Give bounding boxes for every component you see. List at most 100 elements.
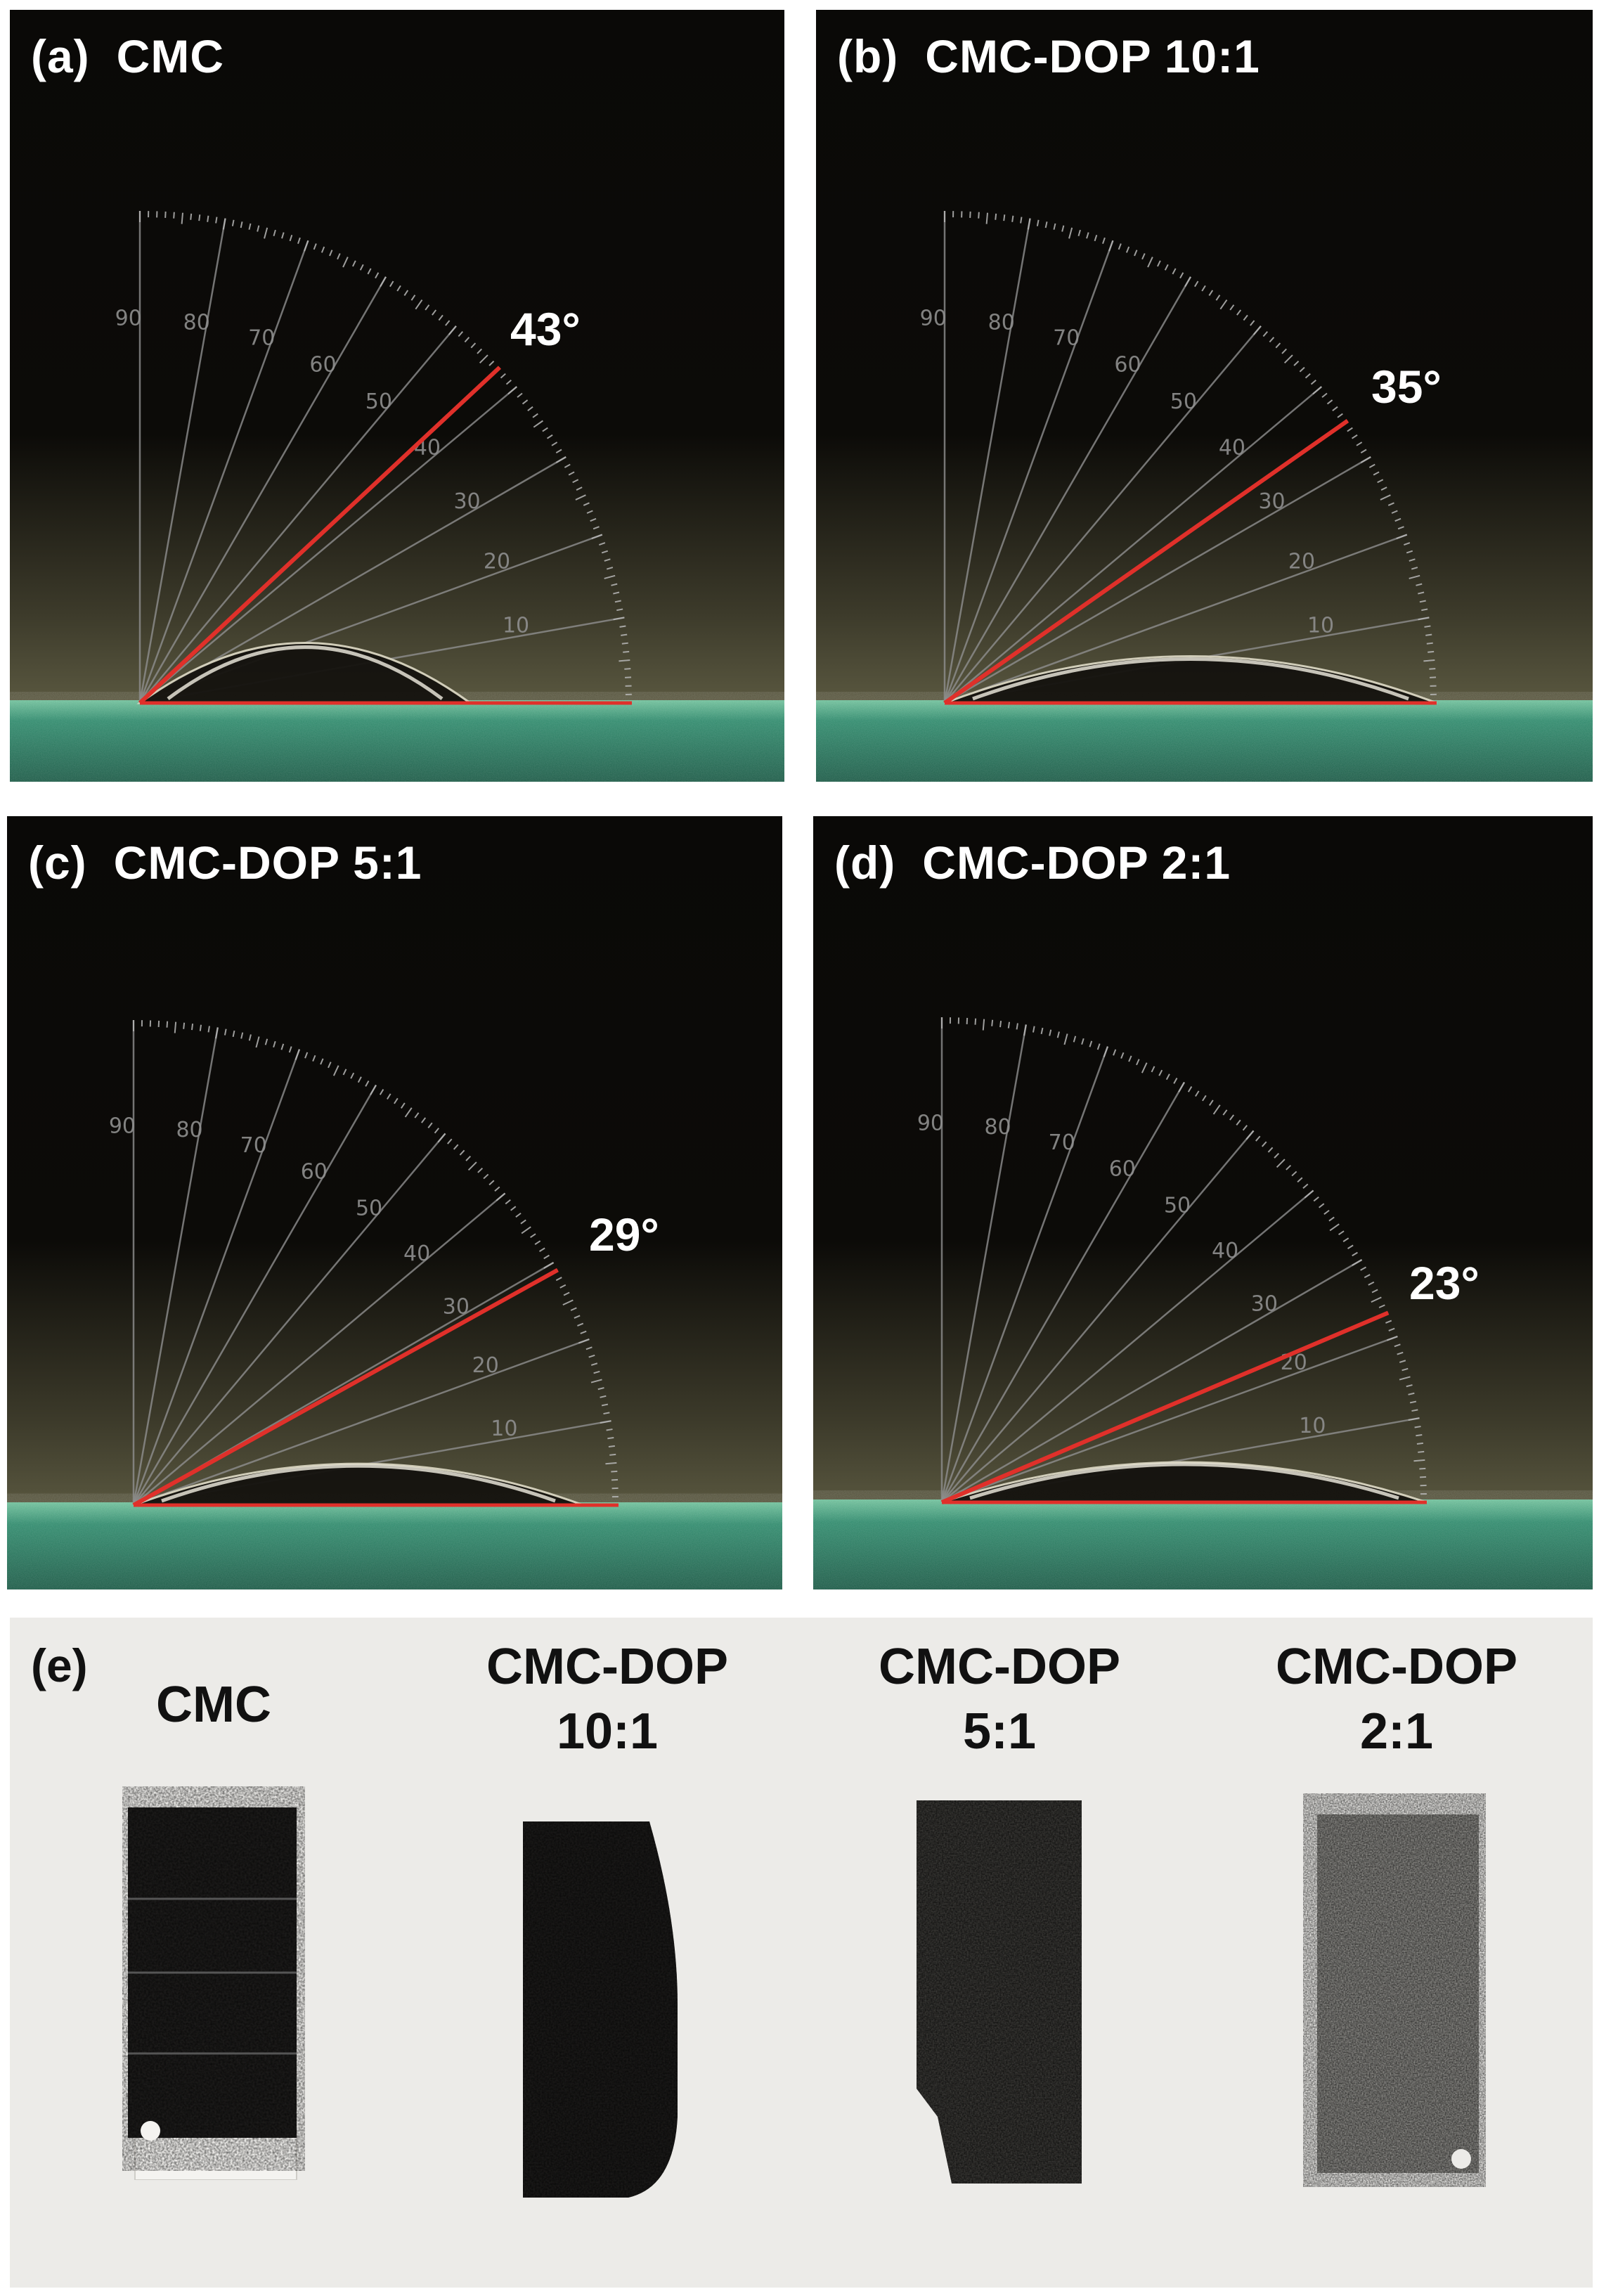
protractor-arc-tick — [1108, 240, 1114, 252]
protractor-arc-tick — [578, 1339, 590, 1344]
protractor-arc-tick — [1242, 1125, 1248, 1131]
protractor-arc-tick — [593, 1370, 600, 1374]
protractor-arc-tick — [1297, 1177, 1303, 1183]
protractor-tick-label: 80 — [176, 1118, 202, 1142]
protractor-arc-tick — [1416, 1442, 1423, 1445]
protractor-arc-tick — [522, 399, 529, 405]
protractor-arc-tick — [555, 449, 562, 453]
droplet-scene-b: 10 20 30 40 50 60 70 80 90 — [816, 10, 1593, 782]
protractor-arc-tick — [1053, 223, 1056, 230]
protractor-arc-tick — [488, 361, 495, 366]
protractor-arc-tick — [224, 1028, 227, 1036]
protractor-arc-tick — [1283, 354, 1293, 364]
protractor-arc-tick — [1187, 1086, 1193, 1092]
protractor-arc-tick — [1356, 441, 1363, 446]
protractor-arc-tick — [389, 280, 394, 288]
protractor-arc-tick — [1373, 471, 1380, 476]
protractor-arc-tick — [1063, 1033, 1068, 1045]
protractor-arc-tick — [410, 295, 416, 301]
protractor-tick-label: 10 — [503, 614, 529, 638]
contact-angle-panel-d: 10 20 30 40 50 60 70 80 90 (d) CMC-DOP 2:1 23° — [813, 816, 1593, 1589]
water-droplet — [136, 642, 474, 704]
protractor-arc-tick — [621, 642, 628, 645]
contact-angle-line — [138, 366, 501, 705]
protractor-arc-tick — [551, 441, 558, 446]
protractor-arc-tick — [465, 1155, 472, 1161]
protractor-arc-tick — [375, 272, 380, 279]
protractor-arc-tick — [1032, 1026, 1035, 1033]
protractor-tick-label: 50 — [356, 1196, 382, 1220]
protractor-tick-label: 70 — [248, 326, 275, 351]
protractor-arc-tick — [232, 1030, 235, 1038]
protractor-arc-tick — [183, 1022, 186, 1029]
protractor-ray-80 — [132, 1027, 219, 1506]
protractor-arc-tick — [1342, 1237, 1349, 1242]
protractor-tick-label: 70 — [240, 1133, 267, 1158]
protractor-arc-tick — [1102, 237, 1106, 244]
protractor-arc-tick — [1310, 380, 1316, 385]
protractor-arc-tick — [1360, 449, 1367, 453]
protractor-arc-tick — [380, 276, 387, 288]
protractor-arc-tick — [1212, 1104, 1221, 1115]
protractor-arc-tick — [1408, 1392, 1415, 1395]
protractor-tick-label: 90 — [115, 307, 142, 331]
protractor-arc-tick — [359, 264, 364, 271]
protractor-arc-tick — [591, 534, 603, 539]
protractor-arc-tick — [191, 1024, 194, 1031]
protractor-ray-70 — [138, 240, 309, 704]
film-strip-cmc-dop-2-1 — [1317, 1814, 1479, 2173]
protractor-arc-tick — [427, 1122, 433, 1128]
protractor-arc-tick — [1236, 1119, 1241, 1126]
protractor-tick-label: 50 — [365, 389, 392, 414]
protractor-arc-tick — [600, 1420, 611, 1424]
protractor-arc-tick — [181, 212, 184, 224]
protractor-arc-tick — [328, 1062, 332, 1069]
protractor-arc-tick — [1419, 600, 1426, 603]
protractor-arc-tick — [1215, 295, 1221, 301]
panel-a-title: (a) CMC — [31, 30, 224, 83]
substrate-texture — [10, 700, 784, 782]
protractor-tick-label: 20 — [472, 1353, 499, 1378]
protractor-arc-tick — [1418, 617, 1430, 621]
protractor-arc-tick — [1411, 1409, 1418, 1412]
protractor-arc-tick — [1016, 1023, 1018, 1030]
protractor-arc-tick — [367, 268, 372, 275]
protractor-arc-tick — [1141, 253, 1146, 260]
protractor-arc-tick — [1413, 1459, 1425, 1462]
protractor-arc-tick — [1347, 427, 1353, 432]
protractor-arc-tick — [1399, 1376, 1411, 1381]
protractor-arc-tick — [604, 558, 611, 562]
protractor-arc-tick — [1061, 225, 1065, 232]
protractor-arc-tick — [1291, 1170, 1297, 1177]
protractor-arc-tick — [1409, 1400, 1417, 1404]
protractor-arc-tick — [1094, 234, 1098, 242]
protractor-arc-tick — [1229, 1114, 1235, 1121]
panel-b-sample-name: CMC-DOP 10:1 — [925, 30, 1260, 82]
protractor-arc-tick — [1173, 1078, 1178, 1084]
protractor-arc-tick — [1397, 1351, 1404, 1355]
protractor-arc-tick — [1368, 1281, 1375, 1286]
protractor-arc-tick — [215, 1027, 219, 1039]
protractor-arc-tick — [1202, 1095, 1207, 1102]
protractor-arc-tick — [1086, 232, 1089, 239]
protractor-arc-tick — [538, 1247, 545, 1252]
protractor-arc-tick — [1096, 1043, 1101, 1050]
contact-angle-line — [943, 419, 1349, 705]
protractor-tick-label: 60 — [1114, 353, 1141, 378]
protractor-arc-tick — [1293, 361, 1300, 366]
protractor-arc-tick — [280, 1043, 285, 1050]
protractor-arc-tick — [1151, 1066, 1155, 1073]
protractor-arc-tick — [1397, 526, 1404, 530]
protractor-arc-tick — [222, 218, 226, 230]
protractor-arc-tick — [1208, 290, 1214, 297]
protractor-arc-tick — [477, 348, 482, 354]
film-strip-cmc-dop-10-1 — [523, 1821, 678, 2198]
sample-label-5-1-line1: CMC-DOP — [879, 1639, 1120, 1695]
protractor-arc-tick — [313, 243, 317, 250]
protractor-arc-tick — [494, 1186, 500, 1192]
protractor-arc-tick — [1385, 1320, 1392, 1324]
protractor-tick-label: 40 — [1212, 1239, 1238, 1263]
protractor-arc-tick — [1073, 1036, 1077, 1043]
protractor-arc-tick — [1329, 1223, 1340, 1232]
protractor-arc-tick — [453, 1144, 459, 1150]
